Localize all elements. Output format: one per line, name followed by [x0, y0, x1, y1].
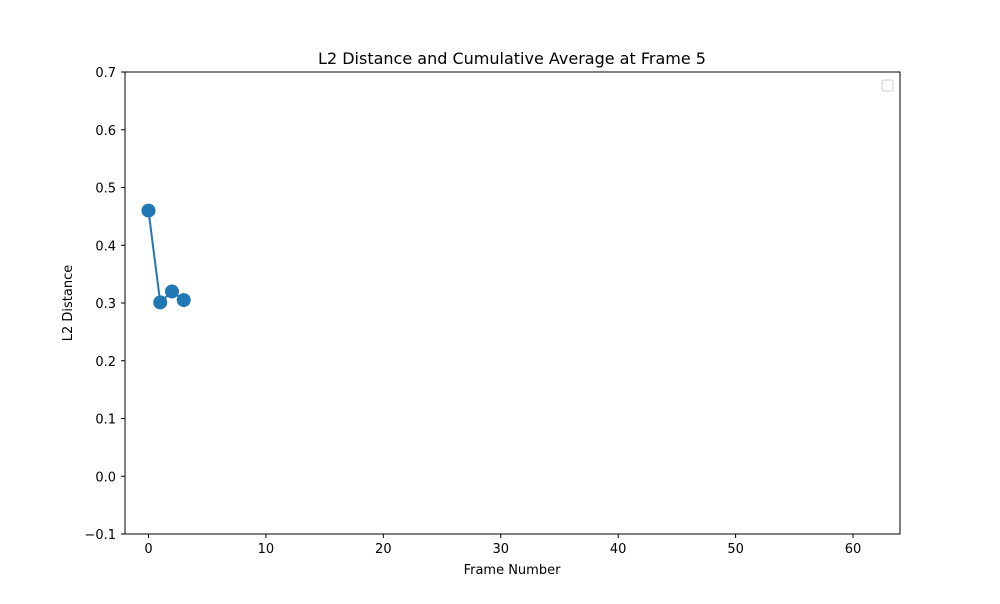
data-point [141, 203, 156, 218]
y-tick-label: 0.2 [95, 355, 116, 370]
y-axis-label: L2 Distance [61, 265, 76, 342]
y-tick-label: 0.1 [95, 413, 116, 428]
legend-box [881, 79, 894, 92]
y-tick-label: 0.3 [95, 297, 116, 312]
x-tick-label: 0 [144, 542, 152, 557]
data-point [176, 293, 191, 308]
y-tick-label: 0.6 [95, 124, 116, 139]
x-tick-label: 10 [258, 542, 275, 557]
series-layer [141, 203, 191, 310]
x-tick-label: 30 [492, 542, 509, 557]
x-axis-label: Frame Number [464, 563, 562, 578]
x-axis: 0 10 20 30 40 50 60 [144, 534, 861, 557]
data-point [164, 284, 179, 299]
y-axis: −0.1 0.0 0.1 0.2 0.3 0.4 0.5 0.6 0.7 [84, 66, 125, 543]
x-tick-label: 40 [610, 542, 627, 557]
y-tick-label: −0.1 [84, 528, 116, 543]
chart-title: L2 Distance and Cumulative Average at Fr… [318, 49, 706, 68]
y-tick-label: 0.5 [95, 182, 116, 197]
y-tick-label: 0.4 [95, 239, 116, 254]
series-line [147, 210, 185, 305]
x-tick-label: 20 [375, 542, 392, 557]
x-tick-label: 60 [845, 542, 862, 557]
data-point [153, 295, 168, 310]
y-tick-label: 0.7 [95, 66, 116, 81]
y-tick-label: 0.0 [95, 470, 116, 485]
x-tick-label: 50 [727, 542, 744, 557]
